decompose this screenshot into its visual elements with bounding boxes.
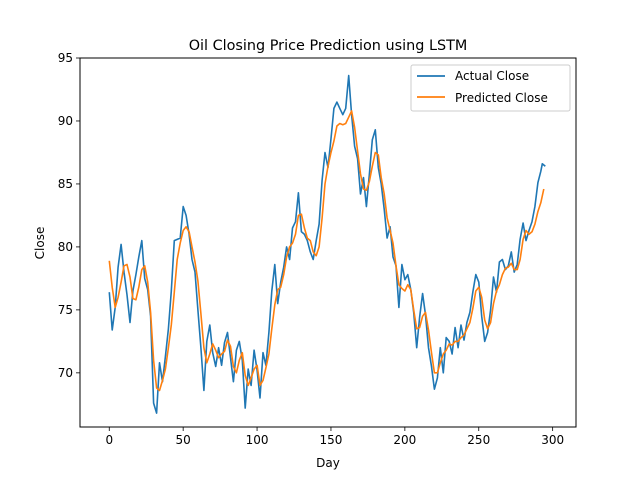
x-axis: 0 50 100 150 200 250 300 — [105, 427, 564, 447]
chart-title: Oil Closing Price Prediction using LSTM — [189, 38, 468, 54]
x-tick-label: 50 — [176, 433, 191, 447]
y-tick-label: 95 — [58, 51, 73, 65]
x-tick-label: 300 — [541, 433, 564, 447]
series-line-predicted — [108, 110, 545, 392]
plot-area — [108, 74, 546, 414]
y-axis: 70 75 80 85 90 95 — [58, 51, 80, 380]
legend: Actual Close Predicted Close — [410, 64, 571, 112]
y-tick-label: 90 — [58, 114, 73, 128]
x-tick-label: 0 — [105, 433, 113, 447]
legend-frame — [410, 64, 571, 112]
y-tick-label: 80 — [58, 240, 73, 254]
x-tick-label: 250 — [467, 433, 490, 447]
x-tick-label: 100 — [246, 433, 269, 447]
y-axis-label: Close — [33, 227, 47, 260]
x-tick-label: 150 — [320, 433, 343, 447]
legend-label-predicted: Predicted Close — [455, 91, 548, 105]
x-tick-label: 200 — [393, 433, 416, 447]
y-tick-label: 70 — [58, 366, 73, 380]
x-axis-label: Day — [316, 456, 340, 470]
legend-label-actual: Actual Close — [455, 69, 529, 83]
y-tick-label: 75 — [58, 303, 73, 317]
plot-frame — [79, 57, 577, 428]
y-tick-label: 85 — [58, 177, 73, 191]
